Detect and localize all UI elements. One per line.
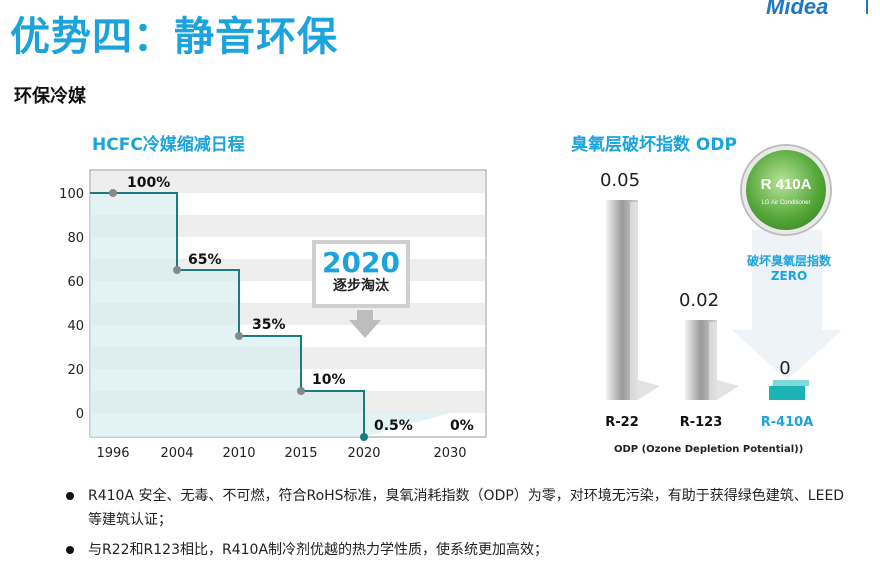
- badge-sub: LG Air Conditioner: [761, 200, 811, 206]
- bullet-dot: [66, 546, 74, 554]
- bar-shadow: [717, 380, 739, 400]
- zero-callout: 破坏臭氧层指数 ZERO: [734, 254, 844, 284]
- data-point: [360, 433, 368, 441]
- bar-shadow: [638, 380, 660, 400]
- odp-bar: [769, 386, 805, 400]
- y-tick-label: 0: [76, 407, 84, 422]
- data-label: 35%: [252, 317, 286, 333]
- data-label: 10%: [312, 372, 346, 388]
- x-tick-label: 2015: [284, 446, 317, 461]
- bar-side: [630, 202, 638, 400]
- data-label: 65%: [188, 252, 222, 268]
- category-label: R-410A: [761, 415, 814, 430]
- bullet-item: R410A 安全、无毒、不可燃，符合RoHS标准，臭氧消耗指数（ODP）为零，对…: [62, 484, 852, 532]
- right-chart-title: 臭氧层破坏指数 ODP: [571, 135, 737, 155]
- step-area-fill: [90, 193, 450, 437]
- bullet-dot: [66, 492, 74, 500]
- category-label: R-22: [605, 415, 639, 430]
- grid-band: [91, 215, 485, 237]
- midea-logo: Midea: [766, 0, 829, 19]
- r410a-badge-icon: R 410A LG Air Conditioner: [742, 146, 830, 234]
- y-tick-label: 80: [67, 231, 84, 246]
- x-tick-label: 1996: [96, 446, 129, 461]
- y-tick-label: 40: [67, 319, 84, 334]
- data-point: [235, 332, 243, 340]
- value-label: 0: [779, 358, 790, 379]
- zero-callout-line1: 破坏臭氧层指数: [746, 254, 831, 268]
- bullet-text: R410A 安全、无毒、不可燃，符合RoHS标准，臭氧消耗指数（ODP）为零，对…: [88, 488, 845, 528]
- data-point: [297, 387, 305, 395]
- callout-arrow-icon: [349, 310, 381, 338]
- x-tick-label: 2004: [160, 446, 193, 461]
- bar-side: [709, 322, 717, 400]
- grid-band: [91, 171, 485, 193]
- section-title: 环保冷媒: [14, 86, 86, 107]
- value-label: 0.02: [679, 290, 719, 311]
- category-label: R-123: [680, 415, 723, 430]
- zero-callout-line2: ZERO: [770, 269, 808, 283]
- bar-top: [773, 380, 809, 386]
- value-label: 0.05: [600, 170, 640, 191]
- y-tick-label: 100: [59, 187, 84, 202]
- data-label: 100%: [127, 175, 170, 191]
- y-tick-label: 60: [67, 275, 84, 290]
- y-tick-label: 20: [67, 363, 84, 378]
- left-chart-title: HCFC冷媒缩减日程: [92, 135, 245, 155]
- data-label: 0.5%: [374, 418, 413, 434]
- x-tick-label: 2020: [347, 446, 380, 461]
- odp-axis-label: ODP (Ozone Depletion Potential)): [614, 444, 804, 455]
- x-tick-label: 2010: [222, 446, 255, 461]
- page-title: 优势四：静音环保: [10, 14, 338, 60]
- logo-divider: [866, 0, 868, 14]
- phase-out-callout: 2020 逐步淘汰: [312, 240, 410, 308]
- step-line: [90, 192, 365, 437]
- bullet-item: 与R22和R123相比，R410A制冷剂优越的热力学性质，使系统更加高效；: [62, 538, 852, 562]
- background-arrow: [732, 230, 842, 380]
- data-label: 0%: [450, 418, 474, 434]
- bullet-text: 与R22和R123相比，R410A制冷剂优越的热力学性质，使系统更加高效；: [88, 542, 549, 558]
- badge-text: R 410A: [760, 176, 812, 193]
- data-point: [173, 266, 181, 274]
- data-point: [109, 189, 117, 197]
- callout-text: 逐步淘汰: [333, 278, 389, 294]
- bullet-list: R410A 安全、无毒、不可燃，符合RoHS标准，臭氧消耗指数（ODP）为零，对…: [62, 484, 852, 568]
- x-tick-label: 2030: [433, 446, 466, 461]
- callout-year: 2020: [322, 246, 400, 279]
